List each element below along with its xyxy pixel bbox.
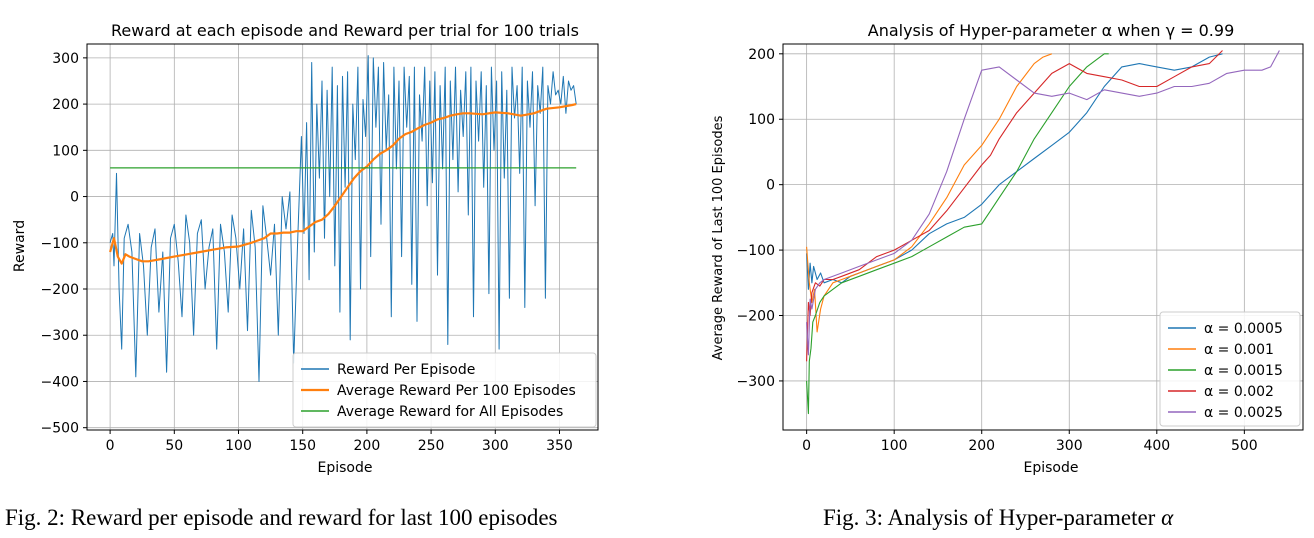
y-tick-label: −100 [41, 236, 79, 252]
y-tick-label: −200 [737, 309, 775, 325]
series-line [806, 53, 1223, 290]
legend-label: α = 0.001 [1204, 342, 1274, 358]
y-tick-label: 200 [748, 47, 775, 63]
chart-title: Reward at each episode and Reward per tr… [111, 21, 579, 40]
series-line [806, 53, 1052, 333]
x-tick-label: 100 [881, 438, 908, 454]
chart-title: Analysis of Hyper-parameter α when γ = 0… [868, 21, 1235, 40]
y-tick-label: −200 [41, 282, 79, 298]
y-tick-label: −100 [737, 243, 775, 259]
x-tick-label: 250 [418, 438, 445, 454]
y-axis-label: Average Reward of Last 100 Episodes [711, 115, 726, 360]
x-tick-label: 0 [106, 438, 115, 454]
y-tick-label: −300 [41, 328, 79, 344]
x-tick-label: 300 [482, 438, 509, 454]
x-tick-label: 50 [165, 438, 183, 454]
x-tick-label: 400 [1143, 438, 1170, 454]
legend-label: α = 0.0015 [1204, 363, 1283, 379]
series-line [109, 55, 577, 382]
legend-label: α = 0.0005 [1204, 321, 1283, 337]
x-tick-label: 500 [1231, 438, 1258, 454]
x-tick-label: 100 [225, 438, 252, 454]
figure-3-caption: Fig. 3: Analysis of Hyper-parameter α [823, 505, 1173, 531]
alpha-symbol: α [1161, 505, 1174, 530]
y-tick-label: 0 [766, 178, 775, 194]
y-tick-label: 100 [748, 112, 775, 128]
x-tick-label: 200 [354, 438, 381, 454]
x-tick-label: 300 [1056, 438, 1083, 454]
x-tick-label: 350 [546, 438, 573, 454]
x-tick-label: 200 [968, 438, 995, 454]
legend-label: Average Reward for All Episodes [337, 404, 563, 420]
series-line [806, 53, 1109, 415]
y-tick-label: −400 [41, 374, 79, 390]
y-axis-label: Reward [12, 220, 28, 272]
x-axis-label: Episode [318, 460, 373, 476]
series-line [806, 50, 1280, 356]
plot-frame [782, 43, 1304, 431]
figure-3-caption-text: Fig. 3: Analysis of Hyper-parameter [823, 505, 1162, 530]
legend-box [1159, 311, 1301, 427]
legend: Reward Per Episode Average Reward Per 100… [292, 352, 597, 428]
series-group [806, 50, 1280, 415]
hyperparameter-chart: Analysis of Hyper-parameter α when γ = 0… [711, 21, 1304, 476]
x-axis-label: Episode [1024, 460, 1079, 476]
y-tick-label: −300 [737, 374, 775, 390]
legend-label: α = 0.0025 [1204, 405, 1283, 421]
y-tick-label: 300 [52, 51, 79, 67]
legend-label: α = 0.002 [1204, 384, 1274, 400]
legend-label: Average Reward Per 100 Episodes [337, 383, 576, 399]
plot-frame [86, 43, 599, 431]
y-tick-label: 0 [70, 190, 79, 206]
y-tick-label: −500 [41, 421, 79, 437]
legend-label: Reward Per Episode [337, 362, 475, 378]
y-tick-label: 100 [52, 143, 79, 159]
series-line [806, 50, 1223, 362]
y-tick-label: 200 [52, 97, 79, 113]
legend-box [292, 352, 597, 428]
series-line [109, 103, 577, 265]
x-tick-label: 150 [289, 438, 316, 454]
x-tick-label: 0 [802, 438, 811, 454]
series-group [109, 55, 577, 382]
reward-chart: Reward at each episode and Reward per tr… [12, 21, 599, 476]
figure-2-caption: Fig. 2: Reward per episode and reward fo… [5, 505, 558, 530]
legend: α = 0.0005 α = 0.001 α = 0.0015 α = 0.002 α … [1159, 311, 1301, 427]
